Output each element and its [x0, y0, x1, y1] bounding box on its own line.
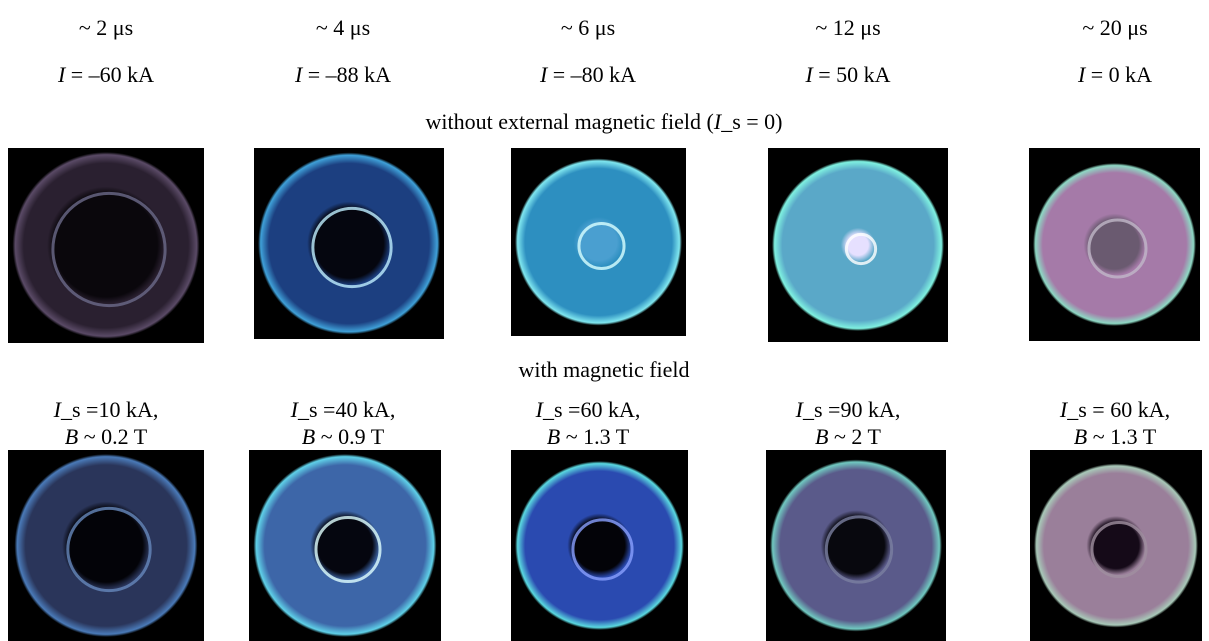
symbol: B	[302, 424, 315, 449]
current-label: I = –88 kA	[295, 62, 391, 88]
field-label: B ~ 0.9 T	[302, 424, 384, 450]
text: _s = 60 kA,	[1067, 397, 1170, 422]
field-label: I_s =10 kA,	[54, 397, 159, 423]
field-label: B ~ 1.3 T	[1074, 424, 1156, 450]
photo	[8, 148, 204, 343]
symbol: B	[547, 424, 560, 449]
photo	[511, 148, 686, 336]
plasma-disk	[13, 152, 200, 339]
photo	[254, 148, 444, 339]
time-label: ~ 20 μs	[1082, 15, 1147, 41]
caption-with-field: with magnetic field	[518, 357, 689, 383]
text: ~ 0.2 T	[78, 424, 147, 449]
field-label: B ~ 1.3 T	[547, 424, 629, 450]
plasma-disk	[1034, 464, 1198, 628]
plasma-disk	[515, 159, 682, 326]
field-label: I_s =90 kA,	[796, 397, 901, 423]
field-label: B ~ 0.2 T	[65, 424, 147, 450]
time-label: ~ 4 μs	[316, 15, 370, 41]
photo	[768, 148, 948, 342]
current-label: I = –80 kA	[540, 62, 636, 88]
field-label: B ~ 2 T	[815, 424, 881, 450]
photo	[1029, 148, 1200, 341]
text: _s =90 kA,	[803, 397, 900, 422]
symbol: B	[1074, 424, 1087, 449]
time-label: ~ 2 μs	[79, 15, 133, 41]
plasma-disk	[770, 460, 942, 632]
text: ~ 2 T	[829, 424, 881, 449]
text: ~ 1.3 T	[560, 424, 629, 449]
plasma-disk	[772, 159, 944, 331]
plasma-disk	[254, 454, 437, 637]
field-label: I_s =40 kA,	[291, 397, 396, 423]
current-label: I = –60 kA	[58, 62, 154, 88]
caption-symbol: I	[714, 109, 721, 134]
photo	[8, 450, 204, 641]
text: _s =60 kA,	[543, 397, 640, 422]
field-label: I_s = 60 kA,	[1060, 397, 1170, 423]
plasma-disk	[1033, 163, 1196, 326]
plasma-disk	[258, 153, 440, 335]
photo	[766, 450, 946, 641]
symbol: B	[815, 424, 828, 449]
text: = –80 kA	[547, 62, 636, 87]
photo	[511, 450, 688, 641]
symbol: B	[65, 424, 78, 449]
text: _s =40 kA,	[298, 397, 395, 422]
time-label: ~ 6 μs	[561, 15, 615, 41]
caption-text: without external magnetic field (	[426, 109, 714, 134]
caption-without-field: without external magnetic field (I_s = 0…	[426, 109, 783, 135]
text: ~ 1.3 T	[1087, 424, 1156, 449]
text: = –60 kA	[65, 62, 154, 87]
plasma-disk	[515, 461, 684, 630]
plasma-disk	[15, 454, 198, 637]
text: ~ 0.9 T	[315, 424, 384, 449]
photo	[249, 450, 441, 641]
current-label: I = 50 kA	[805, 62, 890, 88]
time-label: ~ 12 μs	[815, 15, 880, 41]
current-label: I = 0 kA	[1078, 62, 1152, 88]
caption-text: _s = 0)	[721, 109, 782, 134]
text: = –88 kA	[302, 62, 391, 87]
text: _s =10 kA,	[61, 397, 158, 422]
text: = 0 kA	[1085, 62, 1152, 87]
figure: without external magnetic field (I_s = 0…	[0, 0, 1209, 641]
photo	[1030, 450, 1202, 641]
text: = 50 kA	[813, 62, 891, 87]
field-label: I_s =60 kA,	[536, 397, 641, 423]
